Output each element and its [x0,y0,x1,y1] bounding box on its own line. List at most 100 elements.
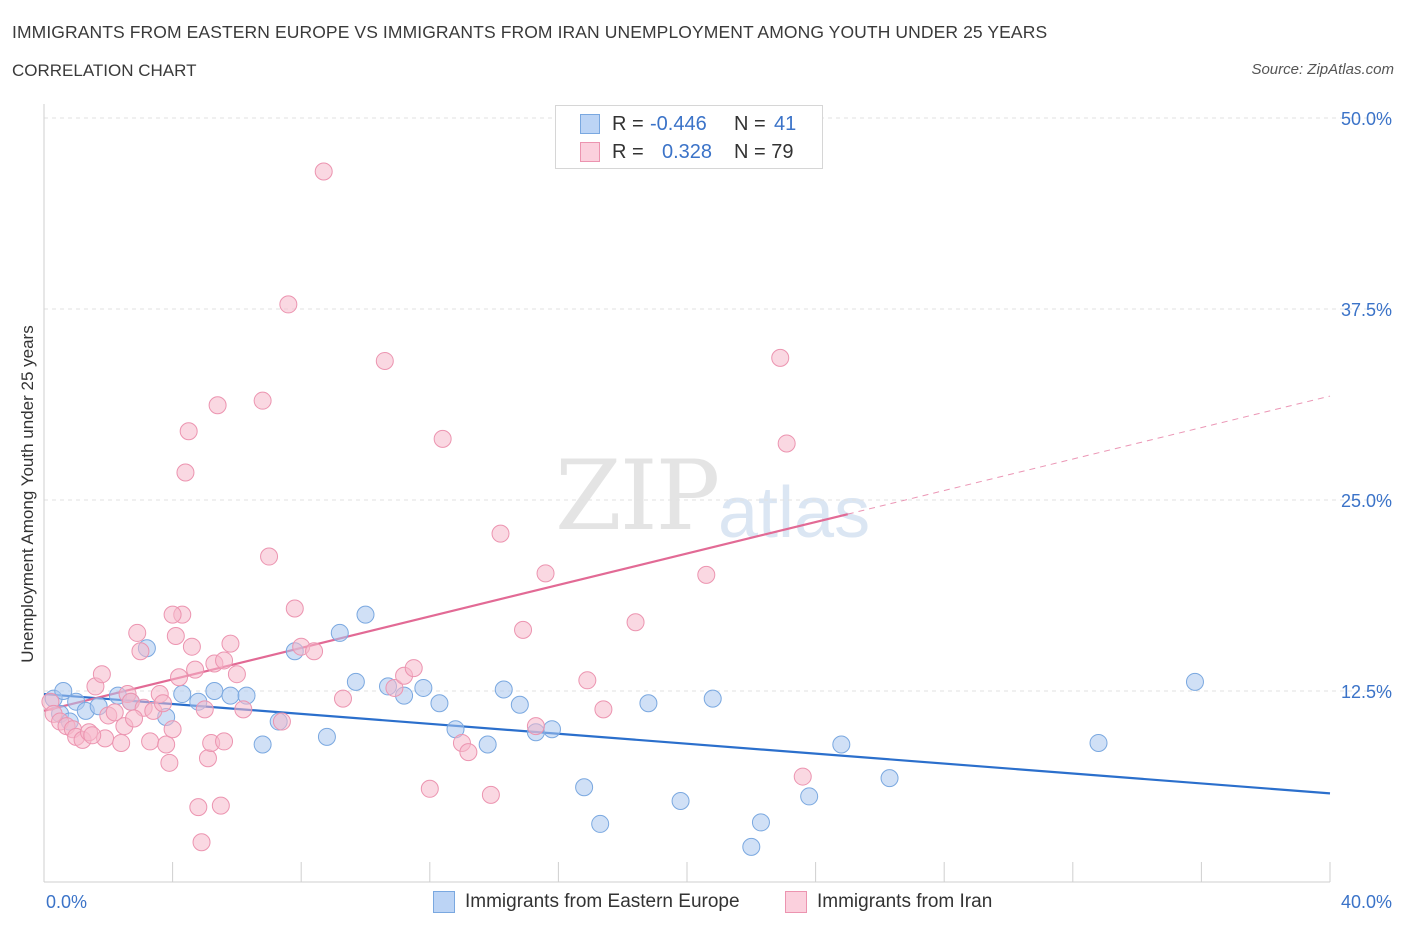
trend-lines [43,395,1331,795]
point-iran [333,689,352,708]
point-eastern-europe [591,814,610,833]
point-iran [170,668,189,687]
x-tick-label: 0.0% [46,892,87,912]
axes [43,104,1331,883]
point-eastern-europe [173,685,192,704]
point-eastern-europe [703,689,722,708]
bottom-legend-eastern-europe: Immigrants from Eastern Europe [433,889,740,915]
point-iran [697,565,716,584]
point-iran [179,422,198,441]
point-iran [433,429,452,448]
point-eastern-europe [221,686,240,705]
point-eastern-europe [54,682,73,700]
point-iran [125,709,144,728]
point-iran [420,779,439,798]
point-iran [459,743,478,762]
grid-lines [44,117,1390,692]
legend-n-value: 41 [774,112,797,135]
point-eastern-europe [346,672,365,691]
point-eastern-europe [494,680,513,699]
point-eastern-europe [317,727,336,746]
point-eastern-europe [330,623,349,642]
data-points [41,162,1204,856]
legend-n-label: N = 79 [734,140,794,163]
bottom-legend-iran: Immigrants from Iran [785,889,992,915]
x-tick-label: 40.0% [1341,892,1392,912]
point-eastern-europe [800,787,819,806]
point-iran [626,613,645,632]
point-iran [163,720,182,739]
point-iran [481,785,500,804]
axis-labels: 12.5% 25.0% 37.5% 50.0% 0.0% 40.0% Unemploymen… [18,109,1392,912]
point-iran [253,391,272,410]
point-iran [189,798,208,817]
bottom-legend-label-iran: Immigrants from Iran [817,891,993,912]
point-iran [92,665,111,684]
point-iran [112,733,131,752]
point-eastern-europe [542,720,561,739]
point-iran [198,749,217,768]
point-eastern-europe [414,678,433,697]
legend-r-label: R = [612,140,644,163]
point-iran [305,642,324,661]
point-iran [215,732,234,751]
point-eastern-europe [671,792,690,811]
trend-line-eastern-europe [43,692,1331,795]
point-iran [777,434,796,453]
bottom-legend-swatch-eastern-europe [433,891,455,913]
point-iran [215,651,234,670]
point-iran [166,626,185,645]
point-iran [514,620,533,639]
point-iran [227,665,246,684]
point-eastern-europe [880,769,899,788]
point-iran [285,599,304,618]
point-iran [491,524,510,543]
point-iran [211,796,230,815]
point-iran [594,700,613,719]
bottom-legend-label-eastern-europe: Immigrants from Eastern Europe [465,891,740,912]
point-iran [105,703,124,722]
trend-line-iran-extension [847,395,1331,515]
point-iran [771,348,790,367]
correlation-legend: R = -0.446 N = 41 R = 0.328 N = 79 [555,105,823,169]
point-iran [272,712,291,731]
point-iran [279,295,298,314]
point-iran [234,700,253,719]
bottom-legend-swatch-iran [785,891,807,913]
point-iran [192,833,211,852]
point-eastern-europe [478,735,497,754]
point-eastern-europe [253,735,272,754]
point-iran [536,564,555,583]
y-tick-label: 37.5% [1341,300,1392,320]
point-iran [526,717,545,736]
chart-subtitle: CORRELATION CHART [12,61,197,80]
point-iran [83,726,102,745]
legend-r-label: R = [612,112,644,135]
point-iran [195,700,214,719]
source-credit: Source: ZipAtlas.com [1251,61,1394,78]
point-iran [385,678,404,697]
point-iran [208,396,227,415]
y-tick-label: 50.0% [1341,109,1392,129]
point-iran [182,637,201,656]
point-iran [404,659,423,678]
point-eastern-europe [510,695,529,714]
point-iran [793,767,812,786]
point-iran [160,753,179,772]
point-eastern-europe [1185,672,1204,691]
legend-row-iran: R = 0.328 N = 79 [580,140,797,164]
legend-r-value: -0.446 [650,112,707,135]
point-iran [314,162,333,181]
point-iran [260,547,279,566]
y-tick-label: 25.0% [1341,491,1392,511]
point-eastern-europe [751,813,770,832]
point-iran [375,351,394,370]
legend-n-label: N = [734,112,766,135]
legend-swatch-eastern-europe [580,114,600,134]
legend-row-eastern-europe: R = -0.446 N = 41 [580,112,796,136]
legend-swatch-iran [580,142,600,162]
point-iran [176,463,195,482]
point-eastern-europe [205,682,224,700]
chart-title: IMMIGRANTS FROM EASTERN EUROPE VS IMMIGR… [12,22,1048,42]
